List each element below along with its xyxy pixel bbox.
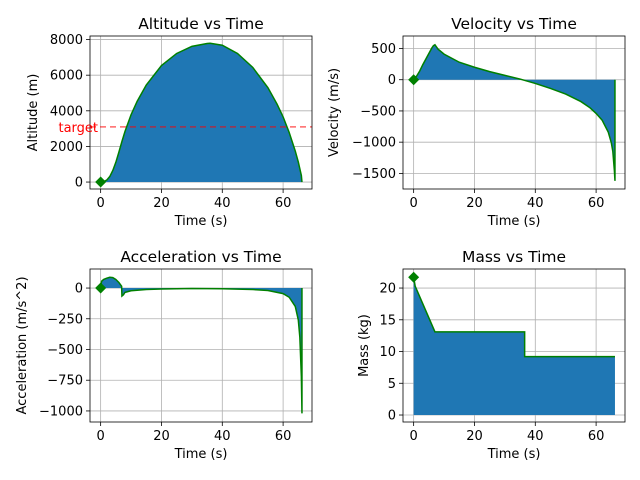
x-tick-label: 0 <box>97 429 105 444</box>
series-line <box>413 43 616 181</box>
ticks: 0 20 40 60 −1500 −1000 −500 0 500 <box>352 42 604 211</box>
chart-title: Mass vs Time <box>462 248 566 266</box>
x-tick-label: 0 <box>410 429 418 444</box>
altitude-chart: 0 20 40 60 0 2000 4000 6000 8000 Altitude vs Tim… <box>26 15 313 229</box>
x-tick-label: 40 <box>214 429 231 444</box>
start-marker <box>408 74 420 86</box>
y-tick-label: 0 <box>75 176 83 191</box>
mass-chart: 0 20 40 60 0 5 10 15 20 Mass vs Time Time (s) Ma… <box>357 248 626 462</box>
x-tick-label: 20 <box>466 196 483 211</box>
y-tick-label: −1000 <box>352 136 396 151</box>
y-axis-label: Acceleration (m/s^2) <box>15 276 30 414</box>
x-tick-label: 60 <box>588 196 605 211</box>
start-marker <box>408 271 420 283</box>
y-tick-label: 0 <box>388 409 396 424</box>
y-axis-label: Mass (kg) <box>357 314 372 377</box>
chart-title: Velocity vs Time <box>451 15 577 33</box>
x-tick-label: 20 <box>153 196 170 211</box>
x-axis-label: Time (s) <box>487 447 541 462</box>
axes-frame <box>402 35 626 190</box>
x-tick-label: 0 <box>97 196 105 211</box>
x-tick-label: 60 <box>588 429 605 444</box>
y-tick-label: −1000 <box>39 404 83 419</box>
y-tick-label: −500 <box>47 343 83 358</box>
y-tick-label: 2000 <box>50 140 83 155</box>
y-tick-label: −250 <box>47 312 83 327</box>
ticks: 0 20 40 60 0 5 10 15 20 <box>379 282 604 444</box>
acceleration-chart: 0 20 40 60 −1000 −750 −500 −250 0 Acceleration v… <box>15 248 313 462</box>
y-tick-label: 4000 <box>50 104 83 119</box>
y-tick-label: 8000 <box>50 33 83 48</box>
y-tick-label: 0 <box>388 73 396 88</box>
x-tick-label: 0 <box>410 196 418 211</box>
x-tick-label: 20 <box>153 429 170 444</box>
y-tick-label: 500 <box>371 42 396 57</box>
y-tick-label: 15 <box>379 313 396 328</box>
y-tick-label: −1500 <box>352 167 396 182</box>
series-line <box>100 42 303 183</box>
x-tick-label: 60 <box>275 429 292 444</box>
y-tick-label: 6000 <box>50 69 83 84</box>
x-axis-label: Time (s) <box>487 214 541 229</box>
chart-title: Acceleration vs Time <box>120 248 281 266</box>
x-tick-label: 60 <box>275 196 292 211</box>
x-axis-label: Time (s) <box>174 214 228 229</box>
y-axis-label: Altitude (m) <box>26 74 41 152</box>
x-axis-label: Time (s) <box>174 447 228 462</box>
y-tick-label: 0 <box>75 282 83 297</box>
area-fill <box>413 277 615 416</box>
y-tick-label: 5 <box>388 377 396 392</box>
axes-frame <box>402 268 626 423</box>
x-tick-label: 40 <box>527 429 544 444</box>
x-tick-label: 20 <box>466 429 483 444</box>
y-tick-label: 10 <box>379 345 396 360</box>
y-tick-label: 20 <box>379 282 396 297</box>
ticks: 0 20 40 60 0 2000 4000 6000 8000 <box>50 33 291 211</box>
area-fill <box>100 43 302 183</box>
axes-frame <box>89 268 313 423</box>
start-marker <box>95 282 107 294</box>
series-line <box>412 277 615 358</box>
y-tick-label: −750 <box>47 374 83 389</box>
y-tick-label: −500 <box>360 104 396 119</box>
plot-area <box>90 269 312 422</box>
area-fill <box>100 277 302 414</box>
chart-title: Altitude vs Time <box>138 15 264 33</box>
ticks: 0 20 40 60 −1000 −750 −500 −250 0 <box>39 282 291 444</box>
start-marker <box>95 176 107 188</box>
target-label: target <box>58 121 98 136</box>
y-axis-label: Velocity (m/s) <box>327 68 342 157</box>
x-tick-label: 40 <box>527 196 544 211</box>
velocity-chart: 0 20 40 60 −1500 −1000 −500 0 500 Velocity vs Ti… <box>327 15 626 229</box>
x-tick-label: 40 <box>214 196 231 211</box>
series-line <box>99 276 303 414</box>
area-fill <box>413 44 615 181</box>
axes-frame <box>89 35 313 190</box>
